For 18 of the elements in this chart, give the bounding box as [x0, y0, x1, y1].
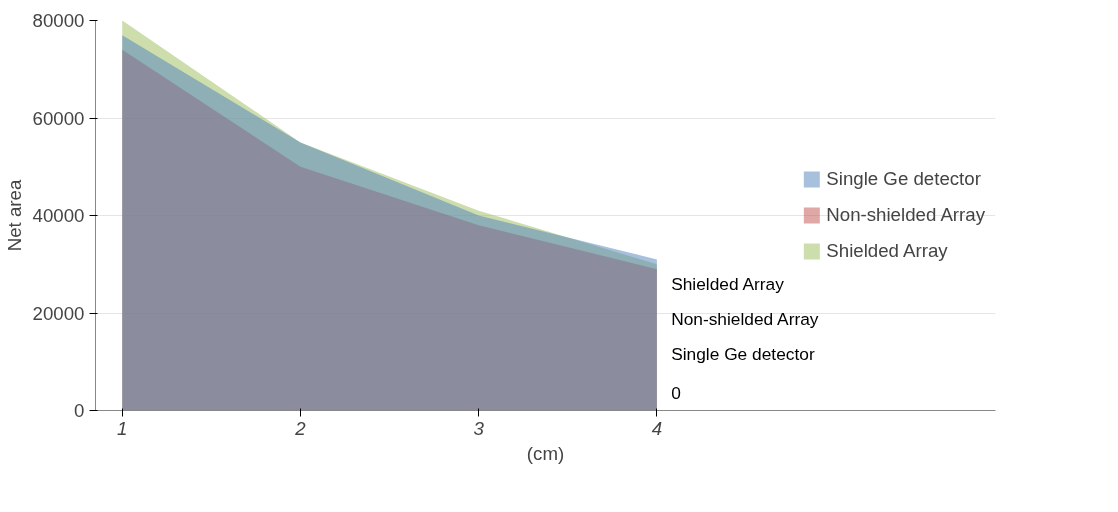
x-tick-label: 1: [117, 417, 128, 439]
legend-label: Shielded Array: [826, 240, 948, 262]
x-tick-label: 2: [294, 417, 307, 439]
y-tick-label: 80000: [32, 10, 85, 31]
y-tick-label: 40000: [32, 205, 85, 226]
x-axis-title: (cm): [526, 442, 565, 464]
y-tick-label: 60000: [32, 107, 85, 129]
y-tick-label: 0: [74, 400, 85, 421]
legend-label: Single Ge detector: [826, 168, 981, 190]
annotation: Single Ge detector: [671, 343, 815, 364]
annotation: 0: [671, 382, 681, 403]
y-axis-title: Net area: [3, 179, 25, 252]
annotation: Shielded Array: [671, 273, 785, 294]
x-tick-label: 4: [651, 417, 663, 439]
y-tick-label: 20000: [32, 302, 85, 324]
annotation: Non-shielded Array: [671, 308, 819, 329]
x-tick-label: 3: [473, 417, 485, 439]
legend-label: Non-shielded Array: [826, 204, 985, 226]
